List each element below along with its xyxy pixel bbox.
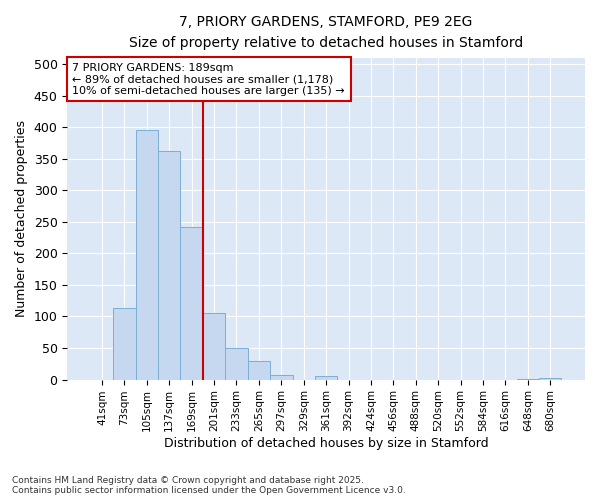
Bar: [248, 360, 270, 380]
Bar: [158, 151, 181, 380]
Y-axis label: Number of detached properties: Number of detached properties: [15, 120, 28, 317]
Text: Contains HM Land Registry data © Crown copyright and database right 2025.
Contai: Contains HM Land Registry data © Crown c…: [12, 476, 406, 495]
Bar: [225, 348, 248, 380]
Bar: [181, 227, 203, 380]
Bar: [113, 308, 136, 380]
Title: 7, PRIORY GARDENS, STAMFORD, PE9 2EG
Size of property relative to detached house: 7, PRIORY GARDENS, STAMFORD, PE9 2EG Siz…: [129, 15, 523, 50]
Bar: [136, 130, 158, 380]
Bar: [203, 314, 225, 380]
Bar: [315, 376, 337, 380]
Bar: [270, 374, 293, 380]
Bar: [517, 379, 539, 380]
Text: 7 PRIORY GARDENS: 189sqm
← 89% of detached houses are smaller (1,178)
10% of sem: 7 PRIORY GARDENS: 189sqm ← 89% of detach…: [73, 62, 345, 96]
Bar: [539, 378, 562, 380]
X-axis label: Distribution of detached houses by size in Stamford: Distribution of detached houses by size …: [164, 437, 488, 450]
